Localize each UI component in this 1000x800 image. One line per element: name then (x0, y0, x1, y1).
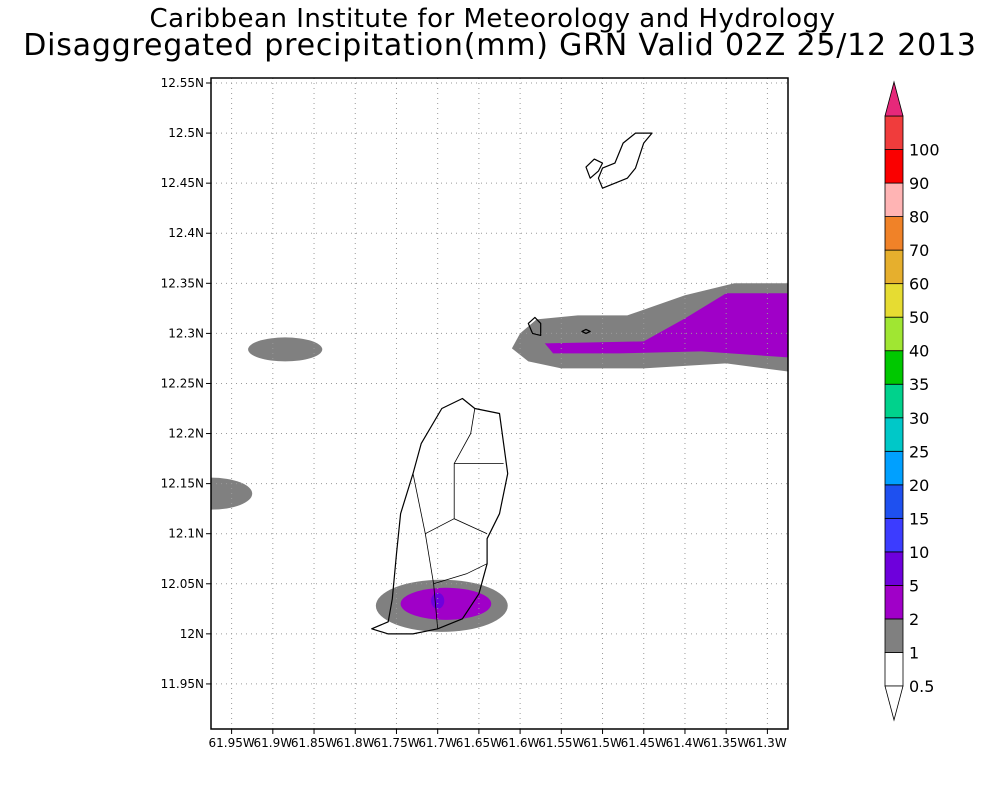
lon-tick-label: 61.7W (418, 736, 457, 750)
lon-tick-label: 61.45W (621, 736, 667, 750)
lon-tick-label: 61.6W (501, 736, 540, 750)
legend-swatch-25 (884, 417, 904, 452)
lat-tick-label: 12.4N (168, 226, 204, 240)
coastline-carriacou-island (597, 132, 653, 189)
lon-tick-label: 61.65W (456, 736, 502, 750)
lon-tick-label: 61.5W (583, 736, 622, 750)
lat-tick-label: 12.05N (161, 577, 204, 591)
legend-swatch-80 (884, 182, 904, 217)
legend-label-0.5: 0.5 (909, 677, 934, 696)
legend-label-100: 100 (909, 141, 940, 160)
legend-label-60: 60 (909, 275, 929, 294)
legend-swatch-5 (884, 551, 904, 586)
lat-tick-label: 12.35N (161, 276, 204, 290)
lat-tick-label: 12N (180, 627, 204, 641)
legend-label-80: 80 (909, 208, 929, 227)
legend-label-40: 40 (909, 342, 929, 361)
legend-swatch-70 (884, 216, 904, 251)
lon-tick-label: 61.35W (703, 736, 749, 750)
legend-swatch-30 (884, 383, 904, 419)
lon-tick-label: 61.3W (748, 736, 787, 750)
lon-tick-label: 61.55W (538, 736, 584, 750)
precip-area-south-grenada-cell-inner (400, 587, 492, 620)
plot-background (211, 78, 788, 729)
map-axes: 12.55N 12.5N 12.45N 12.4N 12.35N 12.3N 12.25N 1… (161, 76, 789, 750)
legend-label-10: 10 (909, 543, 929, 562)
legend-label-20: 20 (909, 476, 929, 495)
lat-tick-label: 11.95N (161, 677, 204, 691)
legend-swatch-20 (884, 450, 904, 486)
coastline-petite-martinique-island (585, 158, 604, 179)
lat-tick-label: 12.5N (168, 126, 204, 140)
precip-area-south-grenada-cell-core (431, 592, 445, 609)
legend-bottom-arrow (884, 685, 904, 722)
legend-label-25: 25 (909, 442, 929, 461)
legend-swatch-1 (884, 618, 904, 653)
lat-tick-label: 12.1N (168, 527, 204, 541)
legend-swatch-50 (884, 283, 904, 318)
map-title-line-1: Caribbean Institute for Meteorology and … (149, 4, 836, 34)
precip-area-west-cell-west-of-grenada (248, 337, 323, 362)
legend-swatch-15 (884, 484, 904, 519)
lon-tick-label: 61.75W (373, 736, 419, 750)
legend-swatch-35 (884, 350, 904, 385)
lon-tick-label: 61.9W (254, 736, 293, 750)
legend-label-5: 5 (909, 576, 919, 595)
lon-tick-label: 61.85W (291, 736, 337, 750)
legend-label-50: 50 (909, 308, 929, 327)
legend-swatch-100 (884, 115, 904, 150)
legend-swatch-0.5 (884, 652, 904, 687)
coastline-islet-b (581, 328, 591, 334)
map-plot-area (211, 78, 788, 729)
parish-grenada-boundary-4 (453, 408, 476, 519)
legend-label-1: 1 (909, 643, 919, 662)
legend-label-30: 30 (909, 409, 929, 428)
lat-tick-label: 12.55N (161, 76, 204, 90)
lat-tick-label: 12.2N (168, 427, 204, 441)
plot-frame (210, 77, 789, 730)
legend-label-35: 35 (909, 375, 929, 394)
legend-swatch-60 (884, 249, 904, 285)
lon-tick-label: 61.95W (208, 736, 254, 750)
plot-clip-group (211, 78, 788, 729)
lat-tick-label: 12.45N (161, 176, 204, 190)
parish-grenada-boundary-1 (412, 473, 439, 629)
lat-tick-label: 12.25N (161, 376, 204, 390)
lon-tick-label: 61.8W (336, 736, 375, 750)
lat-tick-label: 12.15N (161, 477, 204, 491)
parish-grenada-boundary-2 (433, 563, 488, 585)
legend-label-2: 2 (909, 610, 919, 629)
legend-swatch-40 (884, 316, 904, 352)
legend-swatch-10 (884, 517, 904, 553)
legend-label-70: 70 (909, 241, 929, 260)
lon-tick-label: 61.4W (666, 736, 705, 750)
legend-swatch-2 (884, 585, 904, 620)
coastline-islet-a (527, 316, 542, 336)
lat-tick-label: 12.3N (168, 326, 204, 340)
precip-band-inner (544, 293, 788, 358)
legend-swatch-90 (884, 149, 904, 184)
map-title-line-2: Disaggregated precipitation(mm) GRN Vali… (23, 28, 977, 63)
coastline-grenada-island (371, 397, 509, 635)
legend-label-15: 15 (909, 509, 929, 528)
legend-top-arrow (884, 80, 904, 117)
legend-label-90: 90 (909, 174, 929, 193)
